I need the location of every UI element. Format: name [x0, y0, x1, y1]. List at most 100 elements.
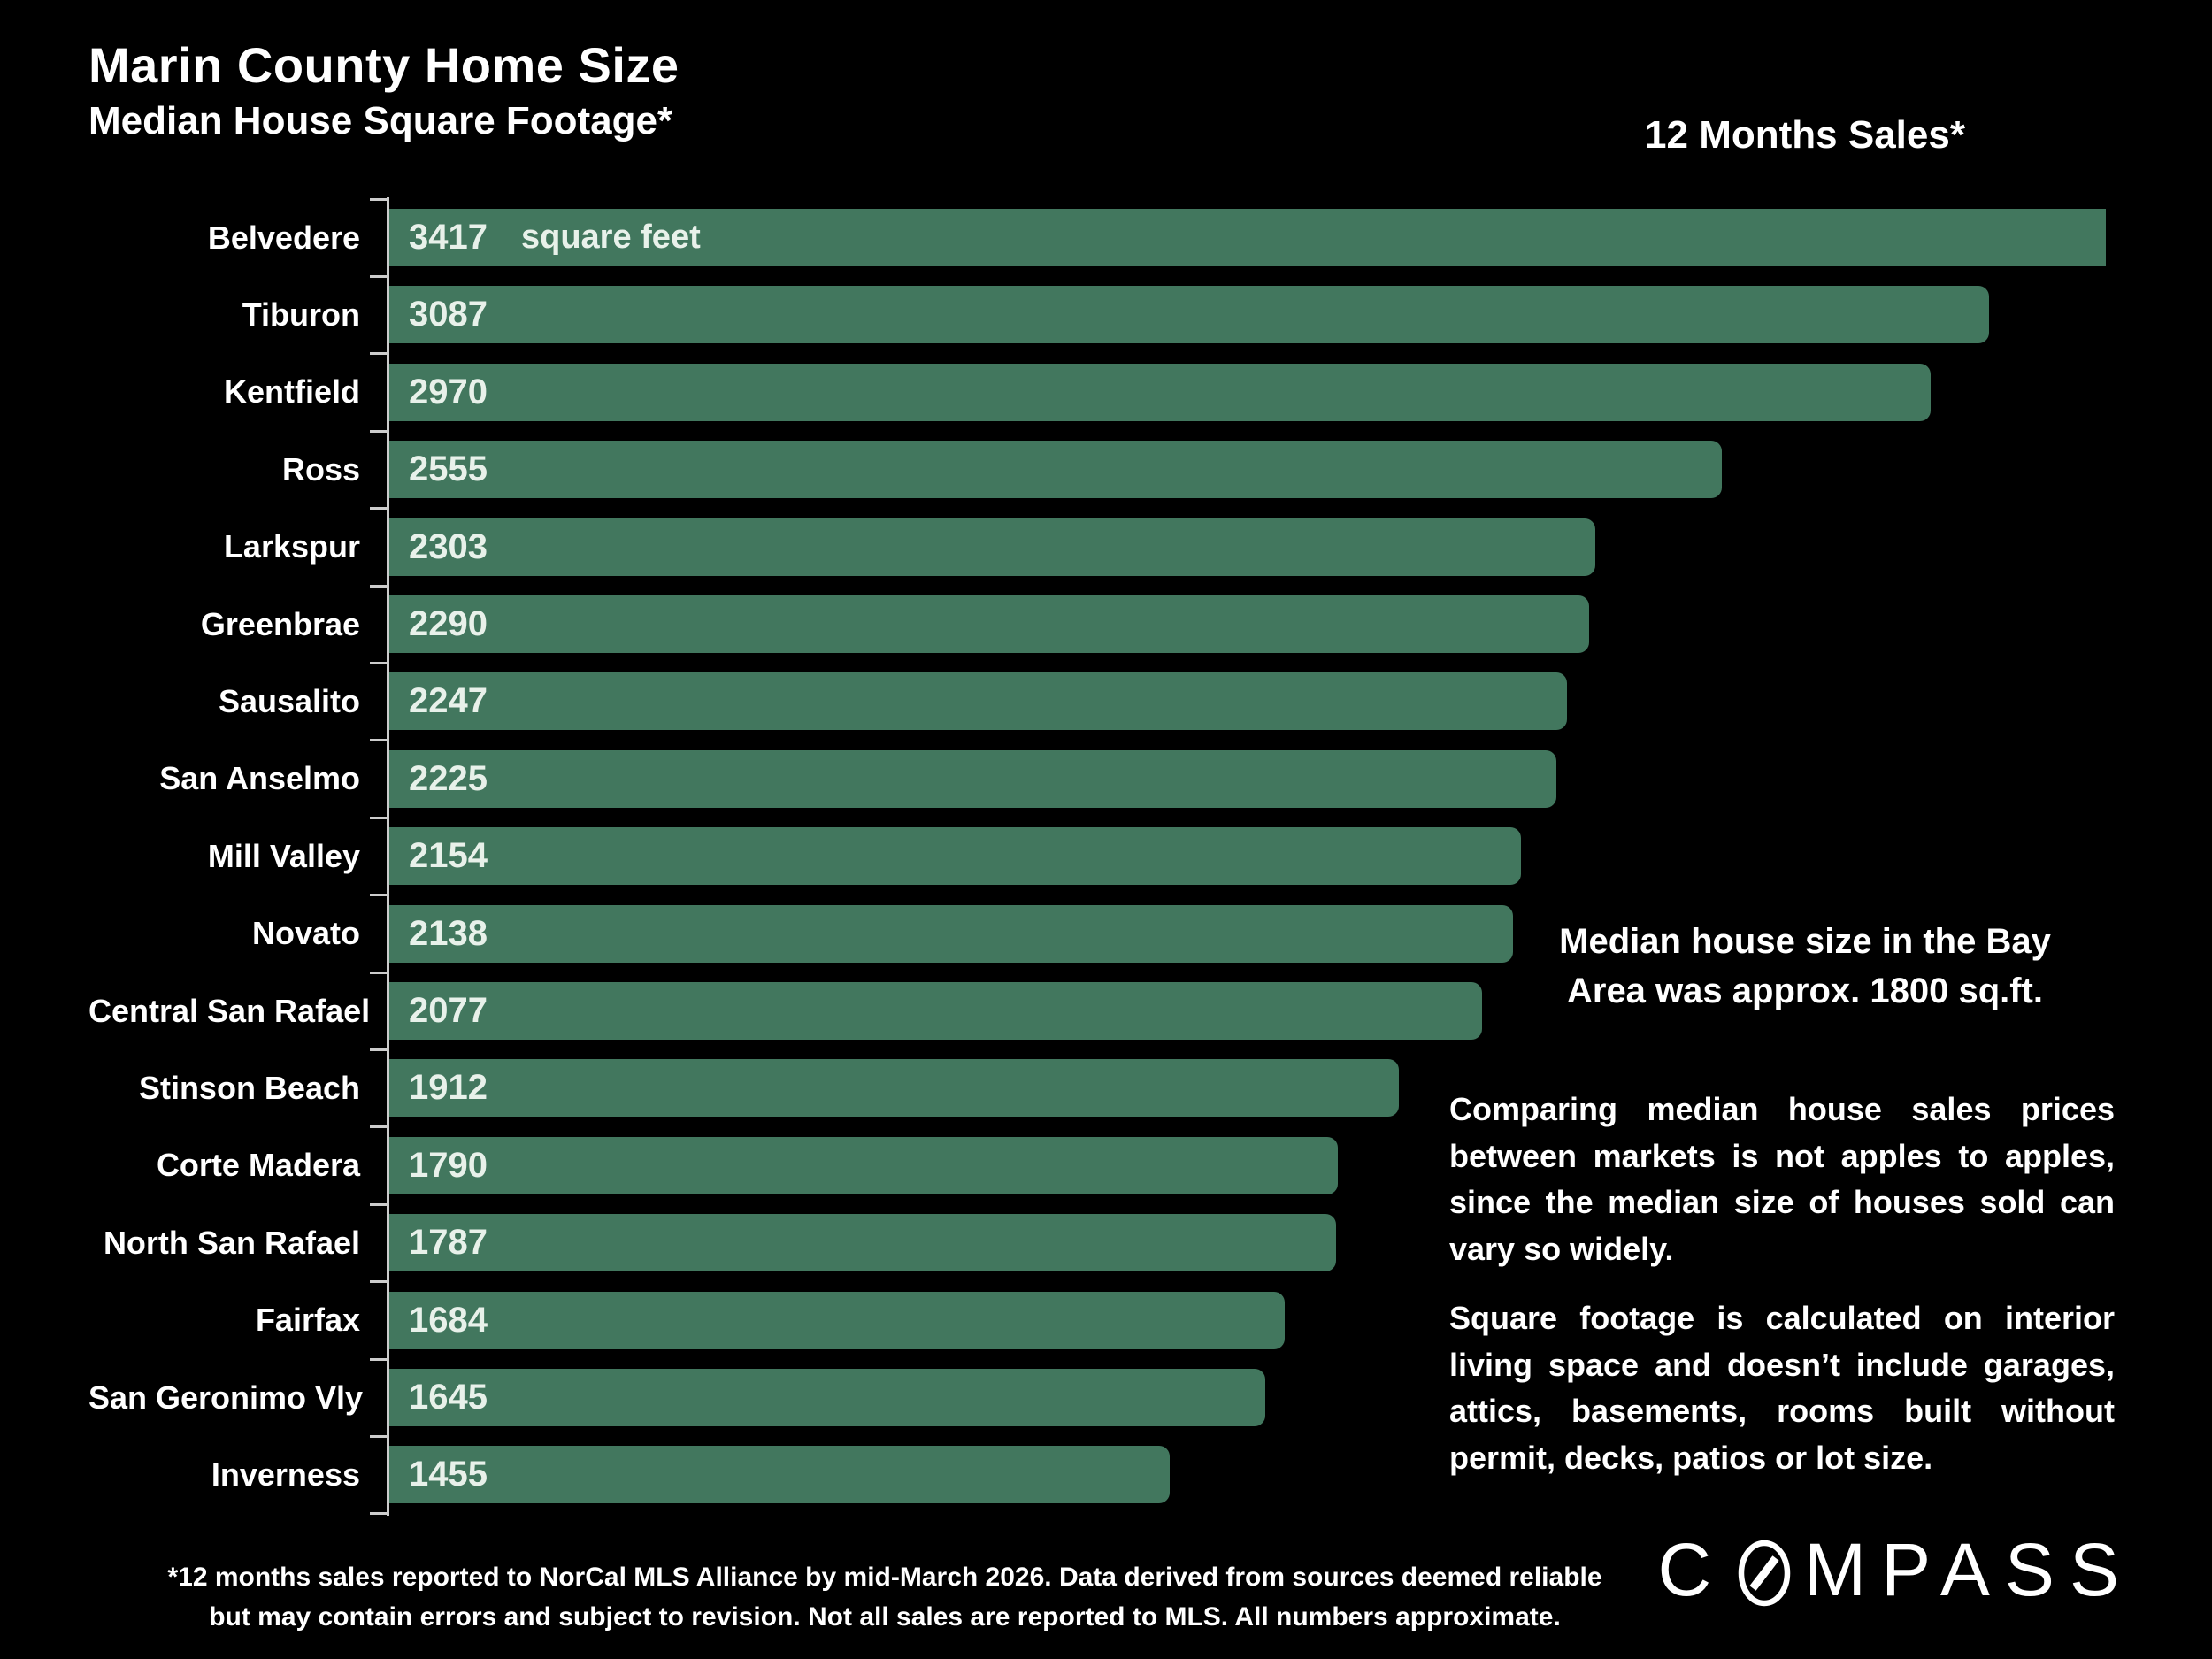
commentary-paragraph-2: Square footage is calculated on interior…: [1449, 1300, 2115, 1476]
bar-row: San Geronimo Vly 1645: [88, 1359, 2106, 1436]
bar: 2247: [389, 672, 1568, 731]
bar-track: 2970: [389, 363, 2106, 421]
bar-row: Larkspur 2303: [88, 509, 2106, 586]
axis-tick: [370, 816, 387, 819]
bar-category-label: Belvedere: [207, 219, 360, 256]
compass-o-needle-icon: [1738, 1540, 1791, 1606]
bar-row: Corte Madera 1790: [88, 1127, 2106, 1204]
bar-track: 1912: [389, 1059, 2106, 1118]
bar-value-label: 2303: [409, 526, 488, 566]
bar-track: 2303: [389, 518, 2106, 576]
bar-value-label: 2290: [409, 604, 488, 643]
bar-value-label: 2138: [409, 913, 488, 953]
axis-tick: [370, 429, 387, 433]
bar-row: Mill Valley 2154: [88, 818, 2106, 895]
axis-tick: [370, 274, 387, 278]
bar-row: Stinson Beach 1912: [88, 1049, 2106, 1126]
title-block: Marin County Home Size Median House Squa…: [88, 37, 680, 144]
axis-tick: [370, 1434, 387, 1438]
bar-unit-label: square feet: [520, 219, 701, 256]
bar-category-label: San Geronimo Vly: [88, 1379, 364, 1416]
bar-row: Fairfax 1684: [88, 1282, 2106, 1359]
axis-tick: [370, 507, 387, 511]
axis-tick: [370, 352, 387, 356]
axis-tick: [370, 1202, 387, 1206]
bar-track: 1645: [389, 1369, 2106, 1426]
sales-period-header: 12 Months Sales*: [1645, 113, 1965, 157]
bar-category-label: Corte Madera: [156, 1147, 360, 1184]
bar: 2138: [389, 904, 1513, 963]
bar-category-label: Sausalito: [218, 682, 360, 719]
axis-tick: [370, 1125, 387, 1129]
bar-value-label: 1684: [409, 1300, 488, 1340]
bar-value-label: 1790: [409, 1145, 488, 1185]
bar-row: North San Rafael 1787: [88, 1204, 2106, 1281]
axis-tick: [370, 197, 387, 201]
axis-tick: [370, 661, 387, 664]
compass-logo: C MPASS: [1657, 1527, 2134, 1613]
page-subtitle: Median House Square Footage*: [88, 99, 673, 143]
bar: 3417 square feet: [389, 209, 2106, 266]
bar-value-label: 2555: [409, 449, 488, 489]
bar: 2154: [389, 827, 1521, 886]
bar-category-label: Ross: [281, 450, 360, 488]
axis-tick: [370, 584, 387, 588]
bar-value-label: 3417: [409, 218, 488, 257]
bar-row: Tiburon 3087: [88, 276, 2106, 353]
bar-category-label: Central San Rafael: [88, 992, 371, 1029]
bar-row: Inverness 1455: [88, 1436, 2106, 1513]
bar-value-label: 1787: [409, 1223, 488, 1263]
bar: 1455: [389, 1446, 1171, 1504]
bar-value-label: 2225: [409, 758, 488, 798]
bar-category-label: North San Rafael: [103, 1224, 360, 1261]
axis-tick: [370, 894, 387, 897]
footnote: *12 months sales reported to NorCal MLS …: [97, 1557, 1672, 1637]
bar: 1684: [389, 1291, 1285, 1349]
bay-area-note-line1: Median house size in the Bay: [1559, 922, 2051, 961]
bar-row: San Anselmo 2225: [88, 741, 2106, 818]
bar-track: 2154: [389, 827, 2106, 886]
bar-value-label: 2247: [409, 681, 488, 721]
bar-track: 1790: [389, 1136, 2106, 1194]
bar-track: 2138: [389, 904, 2106, 963]
bar-value-label: 1912: [409, 1068, 488, 1108]
bar-category-label: Fairfax: [255, 1302, 360, 1339]
bar-track: 2077: [389, 982, 2106, 1040]
bar-value-label: 1645: [409, 1378, 488, 1417]
bar-row: Central San Rafael 2077: [88, 972, 2106, 1049]
bar-category-label: Greenbrae: [200, 605, 360, 642]
bar: 1912: [389, 1059, 1400, 1118]
bar-value-label: 2154: [409, 836, 488, 876]
bar-track: 2225: [389, 749, 2106, 808]
bar-value-label: 2077: [409, 991, 488, 1030]
bar: 2225: [389, 749, 1556, 808]
bar: 2290: [389, 595, 1589, 653]
bar-row: Kentfield 2970: [88, 354, 2106, 431]
bar-track: 1684: [389, 1291, 2106, 1349]
footnote-line1: *12 months sales reported to NorCal MLS …: [167, 1563, 1602, 1592]
bar-row: Ross 2555: [88, 431, 2106, 508]
bar-category-label: Inverness: [211, 1455, 360, 1493]
bar-category-label: Larkspur: [223, 528, 360, 565]
bar: 1790: [389, 1136, 1339, 1194]
bar-value-label: 2970: [409, 372, 488, 411]
bar: 2970: [389, 363, 1931, 421]
y-axis-line: [387, 197, 389, 1516]
commentary-paragraph-1: Comparing median house sales prices betw…: [1449, 1091, 2115, 1267]
bar: 3087: [389, 286, 1989, 344]
bar: 1645: [389, 1369, 1265, 1426]
bar: 2303: [389, 518, 1596, 576]
logo-letter-c: C: [1657, 1528, 1727, 1611]
footnote-line2: but may contain errors and subject to re…: [209, 1602, 1561, 1632]
bar: 2555: [389, 441, 1723, 499]
bar-value-label: 1455: [409, 1455, 488, 1494]
page-title: Marin County Home Size: [88, 37, 680, 93]
axis-tick: [370, 1357, 387, 1361]
bar-track: 3417 square feet: [389, 209, 2106, 266]
bar-track: 1455: [389, 1446, 2106, 1504]
commentary-block: Comparing median house sales prices betw…: [1449, 1087, 2115, 1504]
bar-row: Greenbrae 2290: [88, 586, 2106, 663]
axis-tick: [370, 1512, 387, 1516]
bar-track: 2555: [389, 441, 2106, 499]
